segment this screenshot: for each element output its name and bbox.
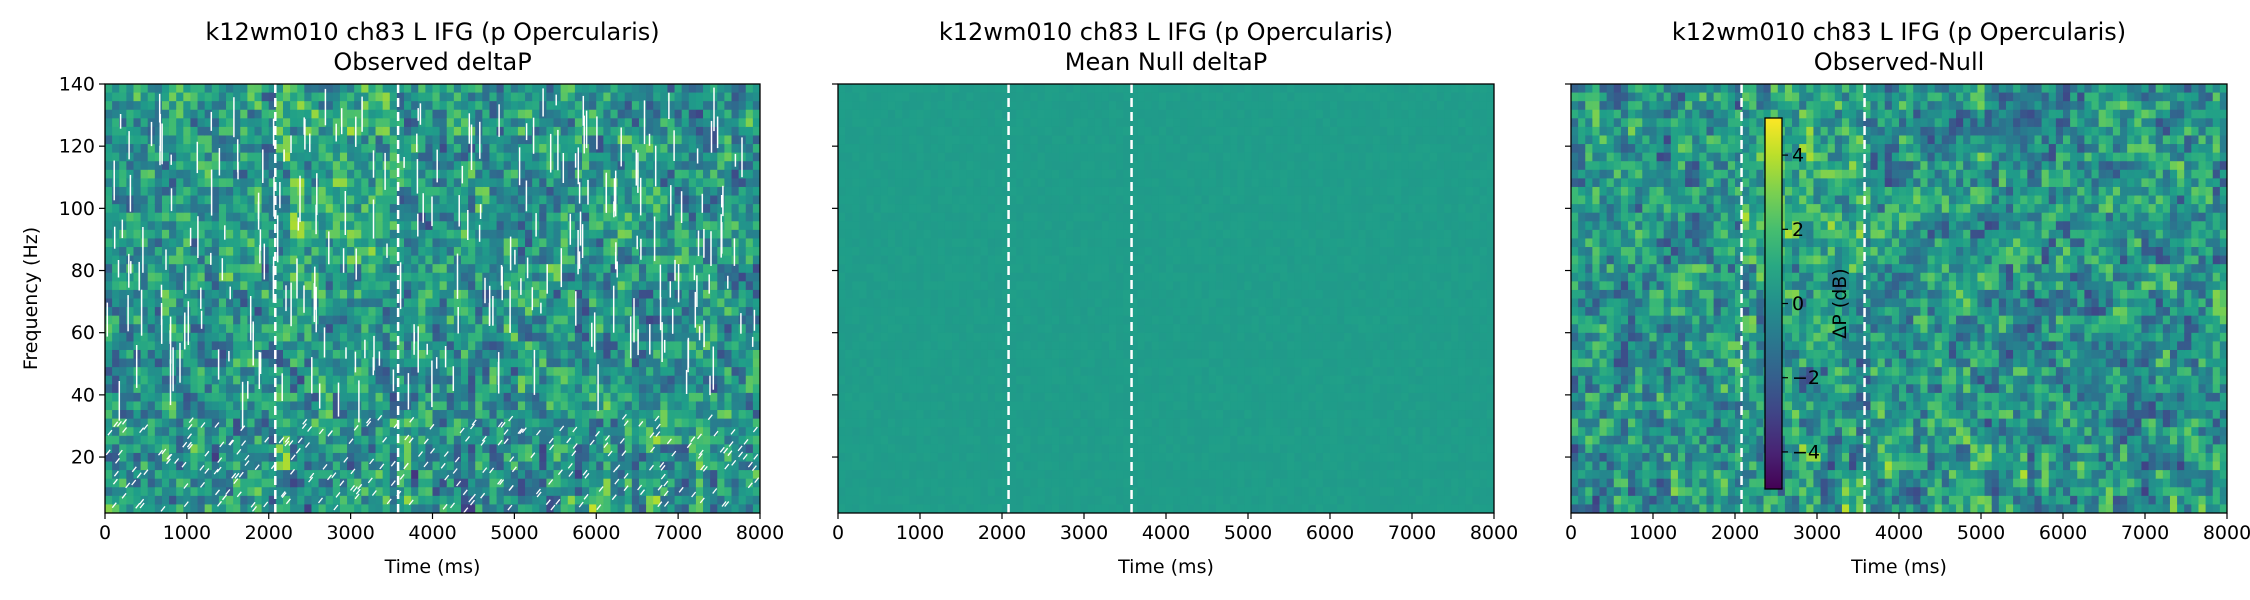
y-axis-label: Frequency (Hz)	[20, 227, 42, 370]
colorbar-tick-label: −2	[1792, 367, 1820, 389]
colorbar-tick-label: 0	[1792, 293, 1804, 315]
x-tick-label: 6000	[2039, 522, 2087, 544]
x-tick-label: 3000	[1793, 522, 1841, 544]
y-tick-label: 60	[71, 322, 95, 344]
x-tick-label: 3000	[326, 522, 374, 544]
significance-mask	[105, 87, 760, 513]
x-tick-label: 1000	[163, 522, 211, 544]
x-axis-label: Time (ms)	[1117, 556, 1214, 578]
x-axis-label: Time (ms)	[1850, 556, 1947, 578]
x-tick-label: 8000	[736, 522, 784, 544]
x-tick-label: 7000	[654, 522, 702, 544]
x-tick-label: 5000	[1957, 522, 2005, 544]
y-tick-label: 20	[71, 447, 95, 469]
chart-subtitle: Observed deltaP	[333, 48, 531, 76]
chart-panel-2: 0 1000 2000 3000 4000 5000 6000 7000 8000 k12wm01…	[832, 18, 1518, 578]
chart-panel-1: 0 1000 2000 3000 4000 5000 6000 7000 8000 20 40 60 8…	[20, 18, 784, 578]
x-tick-label: 1000	[1629, 522, 1677, 544]
panels: 0 1000 2000 3000 4000 5000 6000 7000 80002040608…	[20, 18, 2250, 578]
x-tick-label: 4000	[1142, 522, 1190, 544]
y-tick-label: 140	[59, 74, 95, 96]
heatmap-cells	[838, 84, 1494, 513]
x-tick-label: 8000	[2203, 522, 2250, 544]
x-axis-label: Time (ms)	[384, 556, 481, 578]
x-tick-label: 8000	[1470, 522, 1518, 544]
chart-title: k12wm010 ch83 L IFG (p Opercularis)	[1672, 18, 2126, 46]
chart-title: k12wm010 ch83 L IFG (p Opercularis)	[939, 18, 1393, 46]
y-tick-label: 80	[71, 260, 95, 282]
x-tick-label: 7000	[1388, 522, 1436, 544]
x-tick-label: 7000	[2121, 522, 2169, 544]
x-tick-label: 0	[1565, 522, 1577, 544]
x-tick-label: 0	[832, 522, 844, 544]
heatmap-cells	[105, 84, 760, 513]
chart-panel-3: 0 1000 2000 3000 4000 5000 6000 7000 8000 k12wm01…	[1565, 18, 2250, 578]
chart-subtitle: Mean Null deltaP	[1065, 48, 1267, 76]
colorbar: −4 −2 0 2 4 ΔP (dB)	[1764, 117, 1851, 490]
x-tick-label: 0	[99, 522, 111, 544]
colorbar-tick-label: 2	[1792, 219, 1804, 241]
colorbar-tick-label: −4	[1792, 441, 1820, 463]
heatmap-cells	[1571, 84, 2227, 513]
x-tick-label: 5000	[490, 522, 538, 544]
x-tick-label: 3000	[1060, 522, 1108, 544]
x-tick-label: 2000	[978, 522, 1026, 544]
y-tick-label: 100	[59, 198, 95, 220]
x-tick-label: 2000	[1711, 522, 1759, 544]
chart-title: k12wm010 ch83 L IFG (p Opercularis)	[205, 18, 659, 46]
x-tick-label: 4000	[1875, 522, 1923, 544]
x-tick-label: 6000	[1306, 522, 1354, 544]
y-tick-label: 40	[71, 384, 95, 406]
x-tick-label: 1000	[896, 522, 944, 544]
x-tick-label: 6000	[572, 522, 620, 544]
colorbar-gradient	[1764, 117, 1783, 490]
colorbar-tick-label: 4	[1792, 145, 1804, 167]
x-tick-label: 5000	[1224, 522, 1272, 544]
colorbar-label: ΔP (dB)	[1829, 268, 1851, 338]
y-tick-label: 120	[59, 136, 95, 158]
x-tick-label: 2000	[245, 522, 293, 544]
x-tick-label: 4000	[408, 522, 456, 544]
chart-subtitle: Observed-Null	[1814, 48, 1985, 76]
